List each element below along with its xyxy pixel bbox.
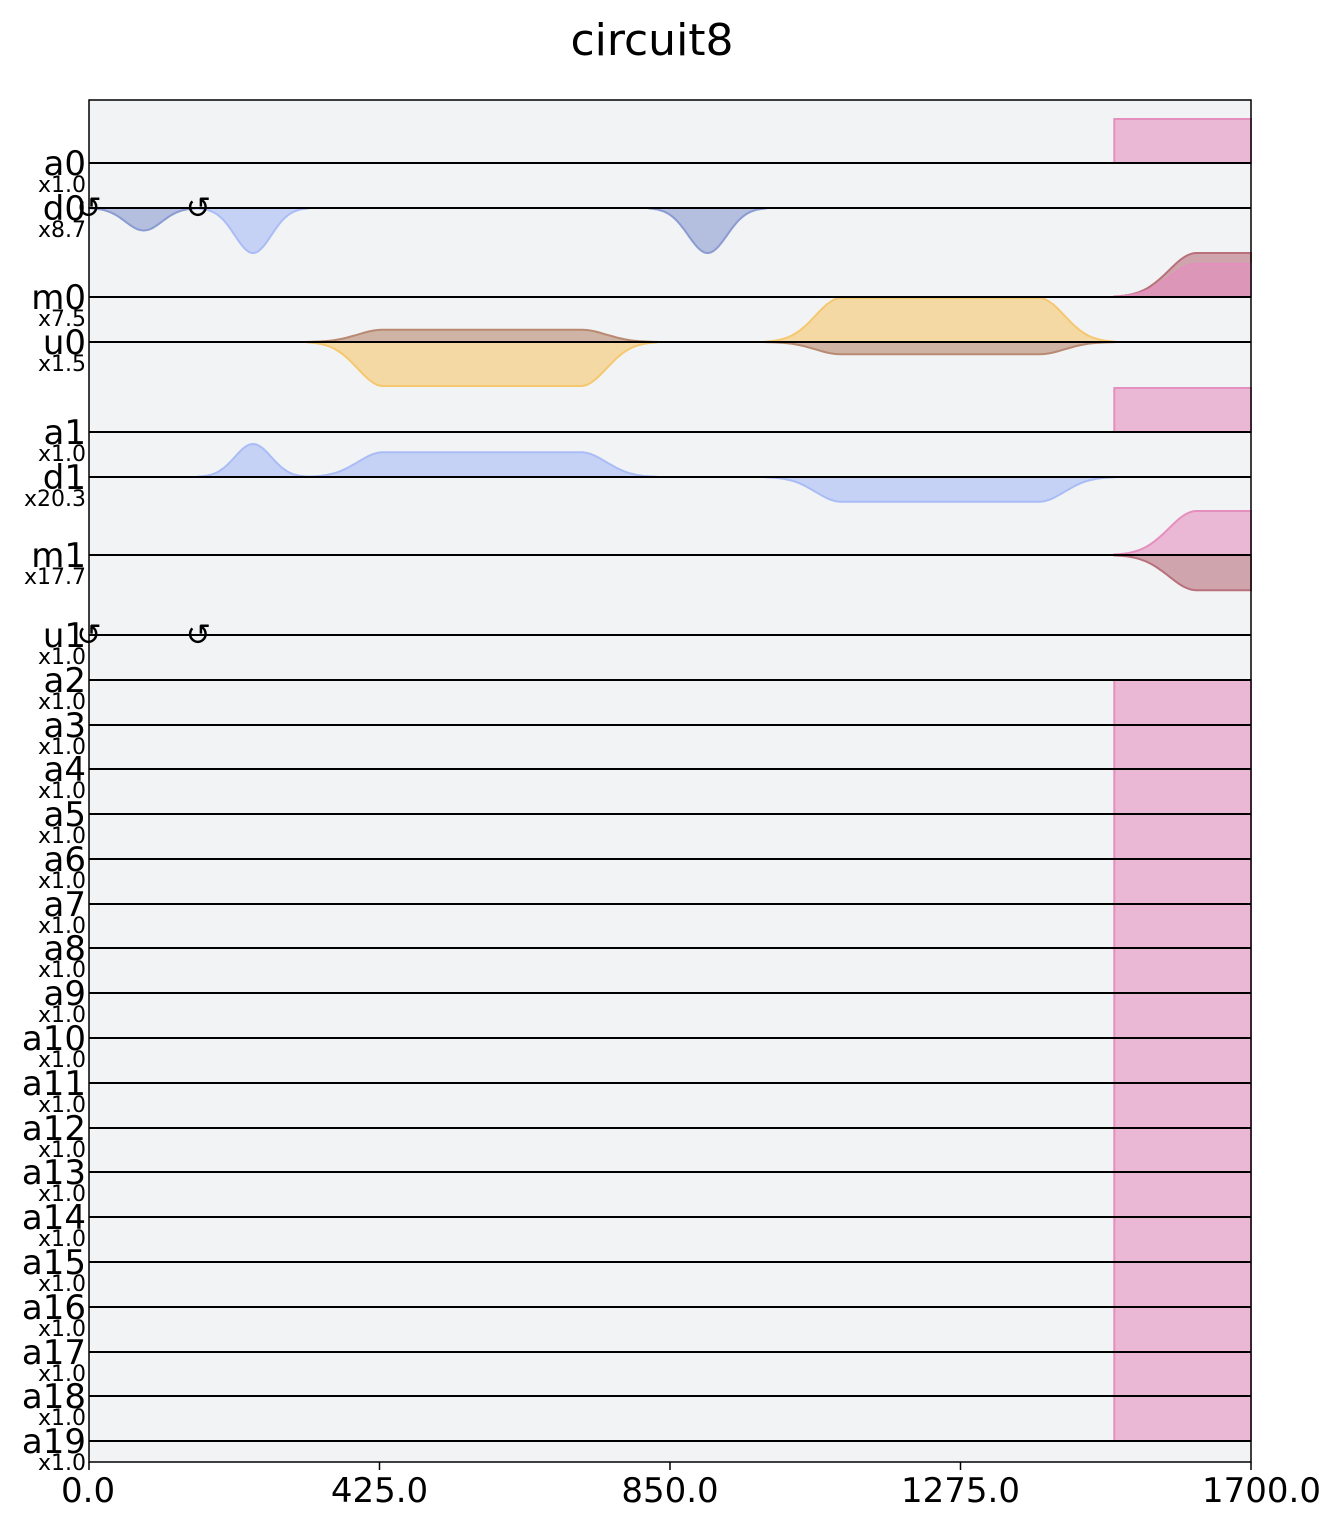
pulse-d0-imag-1	[197, 207, 309, 255]
channel-scale-u1: x1.0	[38, 645, 86, 670]
channel-label-a14: a14	[22, 1198, 86, 1238]
channel-scale-a19: x1.0	[38, 1451, 86, 1476]
pulse-u0-real-3	[306, 328, 658, 343]
baseline-layer	[89, 162, 1251, 1442]
channel-label-a15: a15	[22, 1243, 86, 1283]
acquire-window-a1	[1113, 387, 1252, 433]
channel-scale-a5: x1.0	[38, 824, 86, 849]
channel-label-a6: a6	[44, 840, 86, 880]
channel-scale-a7: x1.0	[38, 914, 86, 939]
channel-scale-a14: x1.0	[38, 1227, 86, 1252]
x-tick-label-0: 0.0	[61, 1471, 115, 1511]
channel-label-a5: a5	[44, 795, 86, 835]
channel-scale-a12: x1.0	[38, 1138, 86, 1163]
channel-label-a2: a2	[44, 661, 86, 701]
channel-label-m0: m0	[31, 278, 86, 318]
channel-scale-a0: x1.0	[38, 173, 86, 198]
pulse-d0-real-0	[88, 207, 200, 232]
pulse-u0-real-6	[764, 341, 1116, 356]
pulse-d1-imag-7	[197, 442, 309, 478]
channel-label-m1: m1	[31, 536, 86, 576]
channel-scale-a17: x1.0	[38, 1362, 86, 1387]
channel-label-a19: a19	[22, 1422, 86, 1462]
pulse-layer	[88, 207, 1252, 592]
channel-label-a18: a18	[22, 1377, 86, 1417]
channel-label-u1: u1	[43, 616, 86, 656]
x-tick-label-4: 1700.0	[1202, 1471, 1321, 1511]
pulse-m0-imag-11	[1113, 263, 1252, 298]
plot-background	[89, 100, 1251, 1462]
channel-scale-a9: x1.0	[38, 1003, 86, 1028]
pulse-d0-real-2	[648, 207, 767, 255]
channel-label-a16: a16	[22, 1288, 86, 1328]
channel-scale-a13: x1.0	[38, 1182, 86, 1207]
channel-label-a10: a10	[22, 1019, 86, 1059]
channel-scale-a6: x1.0	[38, 869, 86, 894]
tick-layer: 0.0 425.0 850.0 1275.0 1700.0	[61, 1462, 1321, 1511]
channel-label-a0: a0	[44, 144, 86, 184]
channel-scale-a18: x1.0	[38, 1406, 86, 1431]
channel-label-a12: a12	[22, 1109, 86, 1149]
x-tick-label-2: 850.0	[621, 1471, 718, 1511]
plot-frame	[88, 99, 1252, 1463]
channel-scale-a8: x1.0	[38, 958, 86, 983]
channel-label-a13: a13	[22, 1153, 86, 1193]
channel-scale-a16: x1.0	[38, 1317, 86, 1342]
channel-scale-a3: x1.0	[38, 735, 86, 760]
chart-title: circuit8	[570, 15, 733, 66]
channel-label-a4: a4	[44, 750, 86, 790]
channel-label-d1: d1	[43, 458, 86, 498]
x-tick-label-1: 425.0	[331, 1471, 428, 1511]
channel-label-a8: a8	[44, 929, 86, 969]
pulse-m1-real-13	[1113, 554, 1252, 592]
channel-scale-a2: x1.0	[38, 690, 86, 715]
channel-label-a11: a11	[22, 1064, 86, 1104]
pulse-m1-imag-12	[1113, 510, 1252, 556]
channel-label-a1: a1	[44, 413, 86, 453]
acquire-window-a0	[1113, 118, 1252, 164]
label-layer: a0x1.0d0x8.7m0x7.5u0x1.5a1x1.0d1x20.3m1x…	[22, 144, 86, 1476]
channel-scale-m1: x17.7	[24, 565, 86, 590]
channel-label-a9: a9	[44, 974, 86, 1014]
channel-scale-m0: x7.5	[38, 307, 86, 332]
channel-label-d0: d0	[43, 189, 86, 229]
channel-label-a3: a3	[44, 706, 86, 746]
channel-scale-a4: x1.0	[38, 779, 86, 804]
channel-label-a7: a7	[44, 885, 86, 925]
pulse-d1-imag-8	[306, 451, 658, 478]
frame-change-icon-d0-1: ↺	[186, 191, 211, 226]
channel-scale-d0: x8.7	[38, 218, 86, 243]
pulse-u0-imag-4	[306, 341, 658, 387]
channel-scale-d1: x20.3	[24, 487, 86, 512]
channel-scale-u0: x1.5	[38, 352, 86, 377]
x-tick-label-3: 1275.0	[901, 1471, 1020, 1511]
frame-change-icon-u1-1: ↺	[186, 618, 211, 653]
channel-scale-a1: x1.0	[38, 442, 86, 467]
channel-label-a17: a17	[22, 1333, 86, 1373]
channel-scale-a11: x1.0	[38, 1093, 86, 1118]
channel-label-u0: u0	[43, 323, 86, 363]
acquire-window-a2-a19	[1113, 679, 1252, 1442]
channel-scale-a10: x1.0	[38, 1048, 86, 1073]
channel-scale-a15: x1.0	[38, 1272, 86, 1297]
pulse-d1-imag-9	[764, 476, 1116, 503]
